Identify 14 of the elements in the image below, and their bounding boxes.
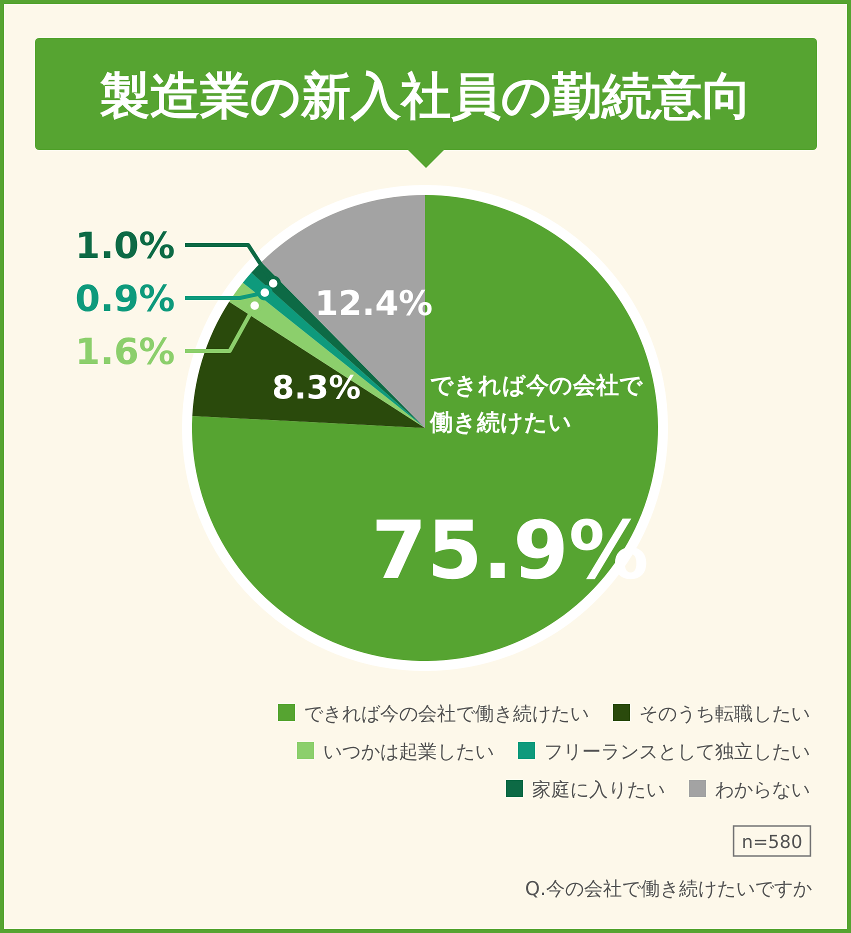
- legend-label: そのうち転職したい: [639, 703, 810, 725]
- chart-title: 製造業の新入社員の勤続意向: [99, 67, 752, 125]
- data-label: 0.9%: [75, 279, 175, 320]
- data-label: 8.3%: [272, 368, 361, 406]
- legend-label: 家庭に入りたい: [532, 779, 665, 801]
- legend-label: できれば今の会社で働き続けたい: [304, 703, 589, 725]
- data-label: 1.6%: [75, 332, 175, 373]
- legend-label: いつかは起業したい: [323, 741, 494, 763]
- slice-label: できれば今の会社で働き続けたい: [429, 373, 643, 436]
- legend-label: わからない: [715, 779, 810, 801]
- legend-label: フリーランスとして独立したい: [544, 741, 810, 763]
- text: Q.今の会社で働き続けたいですか: [525, 878, 812, 900]
- text: n=580: [742, 832, 802, 853]
- data-label: 1.0%: [75, 226, 175, 267]
